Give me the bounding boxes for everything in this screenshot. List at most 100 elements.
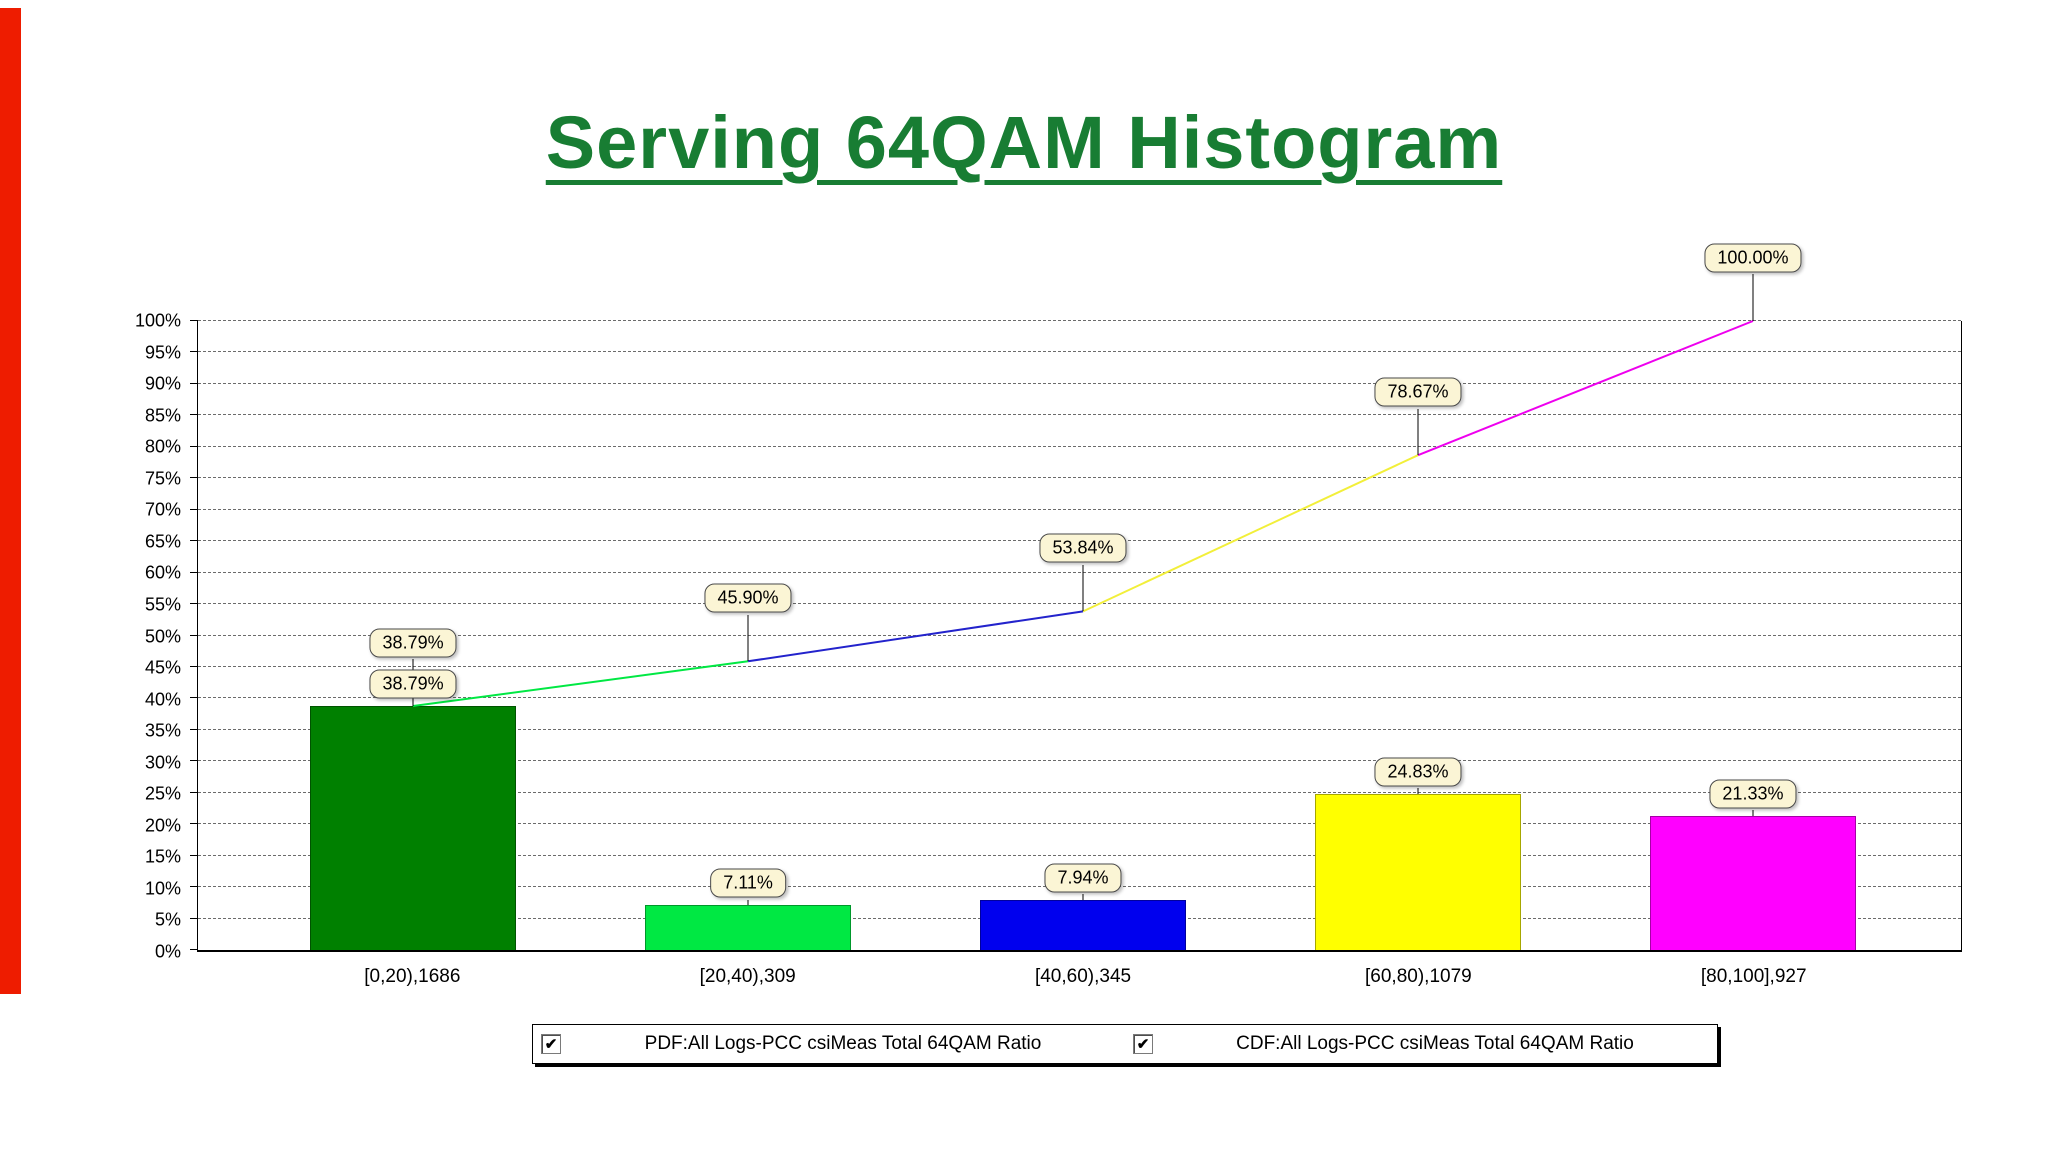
x-category-label: [0,20),1686 — [364, 966, 461, 987]
gridline — [198, 760, 1961, 762]
y-axis-label: 45% — [144, 657, 181, 678]
y-axis-label: 55% — [144, 594, 181, 615]
gridline — [198, 445, 1961, 447]
y-tick — [190, 540, 198, 542]
pdf-value-callout: 24.83% — [1374, 757, 1462, 787]
gridline — [198, 382, 1961, 384]
pdf-value-callout: 7.11% — [710, 868, 786, 898]
gridline — [198, 823, 1961, 825]
y-axis-label: 60% — [144, 562, 181, 583]
y-axis-label: 85% — [144, 405, 181, 426]
y-axis-label: 80% — [144, 436, 181, 457]
cdf-value-callout: 45.90% — [704, 583, 792, 613]
y-axis-label: 25% — [144, 783, 181, 804]
left-red-strip — [0, 8, 21, 994]
gridline — [198, 571, 1961, 573]
legend-label-pdf: PDF:All Logs-PCC csiMeas Total 64QAM Rat… — [644, 1033, 1042, 1054]
y-tick — [190, 823, 198, 825]
callout-connector — [1082, 894, 1084, 901]
x-category-label: [60,80),1079 — [1365, 966, 1472, 987]
y-tick — [190, 791, 198, 793]
gridline — [198, 791, 1961, 793]
callout-connector — [1752, 274, 1754, 321]
gridline — [198, 665, 1961, 667]
bar-[0,20),1686 — [309, 706, 517, 950]
cdf-line-segment — [1418, 321, 1753, 455]
callout-connector — [1082, 564, 1084, 612]
callout-connector — [747, 614, 749, 662]
cdf-checkbox[interactable]: ✔ — [1133, 1034, 1153, 1054]
cdf-value-callout: 100.00% — [1704, 243, 1802, 273]
callout-connector — [1752, 810, 1754, 816]
cdf-line-segment — [413, 661, 748, 706]
histogram-chart: 38.79% 7.11% 7.94% 24.83% 21.33% 38.79% 45.90%… — [135, 243, 1962, 987]
x-category-label: [80,100],927 — [1700, 966, 1807, 987]
gridline — [198, 728, 1961, 730]
cdf-value-callout: 78.67% — [1374, 377, 1462, 407]
y-tick — [190, 382, 198, 384]
y-tick — [190, 320, 198, 321]
page-title: Serving 64QAM Histogram — [545, 101, 1503, 184]
y-tick — [190, 917, 198, 919]
cdf-line-segment — [1083, 455, 1418, 611]
gridline — [198, 477, 1961, 479]
gridline — [198, 351, 1961, 353]
bar-[20,40),309 — [644, 905, 852, 950]
y-axis-label: 50% — [144, 626, 181, 646]
gridline — [198, 320, 1961, 321]
y-axis-label: 100% — [134, 310, 181, 331]
legend-item-pdf: ✔ PDF:All Logs-PCC csiMeas Total 64QAM R… — [533, 1025, 1125, 1063]
y-axis-label: 65% — [144, 531, 181, 552]
y-axis-label: 0% — [154, 941, 181, 962]
gridline — [198, 508, 1961, 510]
y-tick — [190, 445, 198, 447]
check-icon: ✔ — [544, 1035, 558, 1053]
y-axis-label: 75% — [144, 468, 181, 489]
bar-[60,80),1079 — [1314, 793, 1522, 950]
x-category-label: [40,60),345 — [1034, 966, 1132, 987]
callout-connector — [1417, 788, 1419, 794]
cdf-value-callout: 38.79% — [369, 628, 457, 658]
x-axis-labels: [0,20),1686 [20,40),309 [40,60),345 [60,80)… — [197, 952, 1962, 992]
pdf-value-callout: 38.79% — [369, 669, 457, 699]
y-axis-label: 5% — [154, 909, 181, 930]
legend-item-cdf: ✔ CDF:All Logs-PCC csiMeas Total 64QAM R… — [1125, 1025, 1717, 1063]
gridline — [198, 414, 1961, 416]
cdf-line — [198, 321, 1961, 950]
gridline — [198, 854, 1961, 856]
legend-label-cdf: CDF:All Logs-PCC csiMeas Total 64QAM Rat… — [1236, 1033, 1634, 1054]
y-axis-label: 30% — [144, 752, 181, 773]
y-axis-label: 40% — [144, 689, 181, 710]
y-tick — [190, 728, 198, 730]
y-tick — [190, 886, 198, 888]
pdf-value-callout: 7.94% — [1044, 863, 1122, 893]
y-tick — [190, 949, 198, 950]
gridline — [198, 603, 1961, 605]
y-axis-label: 35% — [144, 720, 181, 741]
y-axis-labels: 0% 5% 10% 15% 20% 25% 30% 35% 40% 45% 50% 55% 60% 65%… — [97, 311, 187, 962]
x-category-label: [20,40),309 — [699, 966, 796, 987]
cdf-line-segment — [748, 611, 1083, 661]
plot-area: 38.79% 7.11% 7.94% 24.83% 21.33% 38.79% 45.90%… — [190, 243, 1962, 952]
y-tick — [190, 351, 198, 353]
cdf-value-callout: 53.84% — [1039, 533, 1127, 563]
y-tick — [190, 477, 198, 479]
gridline — [198, 697, 1961, 699]
y-axis-label: 15% — [144, 846, 181, 867]
y-tick — [190, 760, 198, 762]
y-tick — [190, 508, 198, 510]
pdf-checkbox[interactable]: ✔ — [541, 1034, 561, 1054]
pdf-value-callout: 21.33% — [1709, 779, 1797, 809]
y-axis-label: 10% — [144, 878, 181, 899]
callout-connector — [747, 899, 749, 906]
y-axis-label: 90% — [144, 373, 181, 394]
y-tick — [190, 603, 198, 605]
y-tick — [190, 697, 198, 699]
y-axis-label: 95% — [144, 342, 181, 363]
legend: ✔ PDF:All Logs-PCC csiMeas Total 64QAM R… — [532, 1024, 1718, 1064]
y-tick — [190, 571, 198, 573]
bar-[40,60),345 — [979, 900, 1187, 950]
check-icon: ✔ — [1136, 1035, 1150, 1053]
y-tick — [190, 854, 198, 856]
